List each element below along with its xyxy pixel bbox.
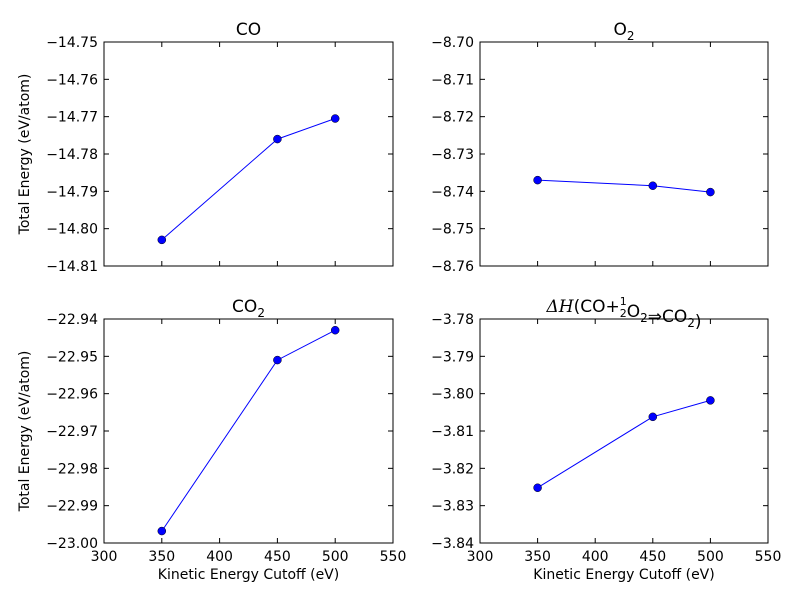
subplot-title: CO2 <box>232 297 265 320</box>
subplot-1: −14.81 −14.80 −14.79 −14.78 −14.77 −14.76 −14.… <box>17 20 394 275</box>
x-tick-label: 500 <box>697 549 724 565</box>
axes-frame <box>479 41 769 267</box>
series-line <box>161 329 336 532</box>
subplot-3: −23.00 −22.99 −22.98 −22.97 −22.96 −22.95 −22.… <box>17 297 406 583</box>
series-line <box>537 399 711 489</box>
y-tick-label: −3.84 <box>431 536 474 552</box>
subplot-title: ΔH(CO+1 2O2⇒CO2) <box>545 295 701 332</box>
data-point <box>706 187 715 197</box>
y-tick-label: −14.79 <box>46 184 98 200</box>
y-tick-label: −22.94 <box>46 312 98 328</box>
y-tick-label: −22.95 <box>46 349 98 365</box>
x-tick-label: 450 <box>639 549 666 565</box>
x-axis-label: Kinetic Energy Cutoff (eV) <box>158 567 339 583</box>
data-point <box>706 396 715 405</box>
x-tick-label: 550 <box>755 549 782 565</box>
y-tick-label: −22.99 <box>46 499 98 515</box>
axes-frame <box>479 318 769 544</box>
y-tick-label: −3.80 <box>431 387 474 403</box>
x-axis-label: Kinetic Energy Cutoff (eV) <box>533 567 714 583</box>
y-axis-label: Total Energy (eV/atom) <box>17 351 33 513</box>
data-point <box>533 483 542 492</box>
x-tick-label: 550 <box>380 549 407 565</box>
y-tick-label: −22.97 <box>46 424 98 440</box>
subplot-title: CO <box>236 20 261 40</box>
y-tick-label: −8.71 <box>431 72 474 88</box>
data-point <box>648 181 658 190</box>
data-point <box>273 134 282 144</box>
x-tick-label: 500 <box>322 549 349 565</box>
y-tick-label: −23.00 <box>46 536 98 552</box>
y-tick-label: −22.96 <box>46 387 98 403</box>
x-tick-label: 350 <box>148 549 175 565</box>
y-tick-label: −3.78 <box>431 312 474 328</box>
x-tick-label: 350 <box>524 549 551 565</box>
y-tick-label: −14.78 <box>46 147 98 163</box>
y-tick-label: −14.76 <box>46 72 98 88</box>
y-tick-label: −8.70 <box>431 35 474 51</box>
y-tick-label: −14.75 <box>46 35 98 51</box>
y-tick-label: −14.81 <box>46 259 98 275</box>
x-tick-label: 450 <box>264 549 291 565</box>
data-point <box>648 412 658 422</box>
data-point <box>330 325 340 335</box>
y-tick-label: −3.79 <box>431 349 474 365</box>
x-tick-label: 400 <box>206 549 233 565</box>
data-point <box>157 235 167 245</box>
series-line <box>161 118 336 241</box>
subplot-2: −8.76 −8.75 −8.74 −8.73 −8.72 −8.71 −8.70 O2 <box>431 20 769 275</box>
y-tick-label: −3.81 <box>431 424 474 440</box>
y-tick-label: −8.74 <box>431 184 474 200</box>
data-point <box>273 355 282 365</box>
data-point <box>330 114 340 123</box>
subplot-title: O2 <box>613 20 634 43</box>
y-tick-label: −8.76 <box>431 259 474 275</box>
y-tick-label: −3.82 <box>431 461 474 477</box>
y-tick-label: −14.80 <box>46 222 98 238</box>
x-tick-label: 300 <box>91 549 118 565</box>
axes-frame <box>103 41 394 267</box>
y-tick-label: −22.98 <box>46 461 98 477</box>
y-tick-label: −8.75 <box>431 222 474 238</box>
y-tick-label: −14.77 <box>46 110 98 126</box>
y-tick-label: −8.73 <box>431 147 474 163</box>
subplot-4: −3.84 −3.83 −3.82 −3.81 −3.80 −3.79 −3.78 300 35… <box>431 295 781 583</box>
y-tick-label: −3.83 <box>431 499 474 515</box>
y-axis-label: Total Energy (eV/atom) <box>17 74 33 236</box>
x-tick-label: 400 <box>582 549 609 565</box>
axes-frame <box>103 318 394 544</box>
y-tick-label: −8.72 <box>431 110 474 126</box>
series-line <box>537 179 711 193</box>
data-point <box>157 526 167 536</box>
data-point <box>533 175 542 185</box>
x-tick-label: 300 <box>467 549 494 565</box>
